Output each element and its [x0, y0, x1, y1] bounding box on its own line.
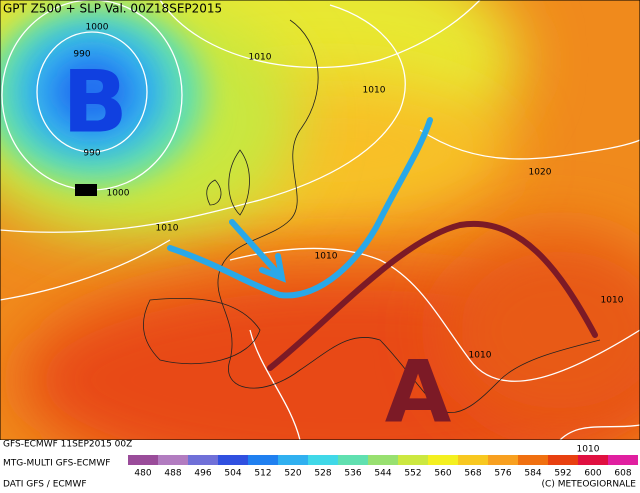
high-pressure-label: A: [385, 342, 452, 442]
legend-label: 512: [254, 469, 271, 479]
legend-swatch: [188, 455, 218, 465]
isobar-label: 990: [73, 50, 90, 60]
isobar-label: 1010: [601, 296, 624, 306]
isobar-label: 1010: [156, 224, 179, 234]
legend-swatch: [308, 455, 338, 465]
arrow-head: [229, 219, 286, 283]
legend-swatch: [548, 455, 578, 465]
legend-label: 536: [344, 469, 361, 479]
cold-flow-arrow: [167, 117, 433, 299]
legend-label: 488: [164, 469, 181, 479]
legend-label: 496: [194, 469, 211, 479]
legend-swatch: [368, 455, 398, 465]
isobar-label: 1000: [107, 189, 130, 199]
legend-label: 552: [404, 469, 421, 479]
legend-swatch: [338, 455, 368, 465]
legend-label: 480: [134, 469, 151, 479]
legend-swatch: [488, 455, 518, 465]
legend-swatch: [158, 455, 188, 465]
legend-label: 504: [224, 469, 241, 479]
model-label: MTG-MULTI GFS-ECMWF: [3, 459, 110, 469]
legend-label: 576: [494, 469, 511, 479]
legend-swatch: [248, 455, 278, 465]
legend-swatch: [578, 455, 608, 465]
legend-swatch: [278, 455, 308, 465]
legend-label: 592: [554, 469, 571, 479]
ridge-axis: [267, 220, 598, 371]
isobar-label: 990: [83, 149, 100, 159]
legend-label: 544: [374, 469, 391, 479]
legend-label: 608: [614, 469, 631, 479]
isobar-label: 1010: [363, 86, 386, 96]
isobars: [0, 0, 640, 440]
run-label: GFS-ECMWF 11SEP2015 00Z: [3, 440, 132, 450]
source-label: DATI GFS / ECMWF: [3, 480, 87, 490]
isobar-label: 1000: [86, 23, 109, 33]
legend-label: 528: [314, 469, 331, 479]
isobar-label: 1010: [469, 351, 492, 361]
legend-swatch: [518, 455, 548, 465]
label-box: [75, 184, 97, 196]
isobar-label: 1010: [249, 53, 272, 63]
low-pressure-label: B: [62, 52, 128, 152]
coastlines: [143, 19, 601, 413]
copyright-label: (C) METEOGIORNALE: [542, 480, 637, 490]
isobar-label: 552: [77, 186, 94, 196]
legend-swatch: [608, 455, 638, 465]
legend-swatch: [128, 455, 158, 465]
legend-swatch: [218, 455, 248, 465]
isobar-label: 1010: [577, 445, 600, 455]
legend-label: 600: [584, 469, 601, 479]
map-title: GPT Z500 + SLP Val. 00Z18SEP2015: [3, 2, 222, 16]
legend-label: 560: [434, 469, 451, 479]
legend-label: 520: [284, 469, 301, 479]
legend-label: 584: [524, 469, 541, 479]
legend-label: 568: [464, 469, 481, 479]
legend-swatch: [428, 455, 458, 465]
legend-swatch: [458, 455, 488, 465]
isobar-label: 1010: [315, 252, 338, 262]
isobar-label: 1020: [529, 168, 552, 178]
legend-swatch: [398, 455, 428, 465]
